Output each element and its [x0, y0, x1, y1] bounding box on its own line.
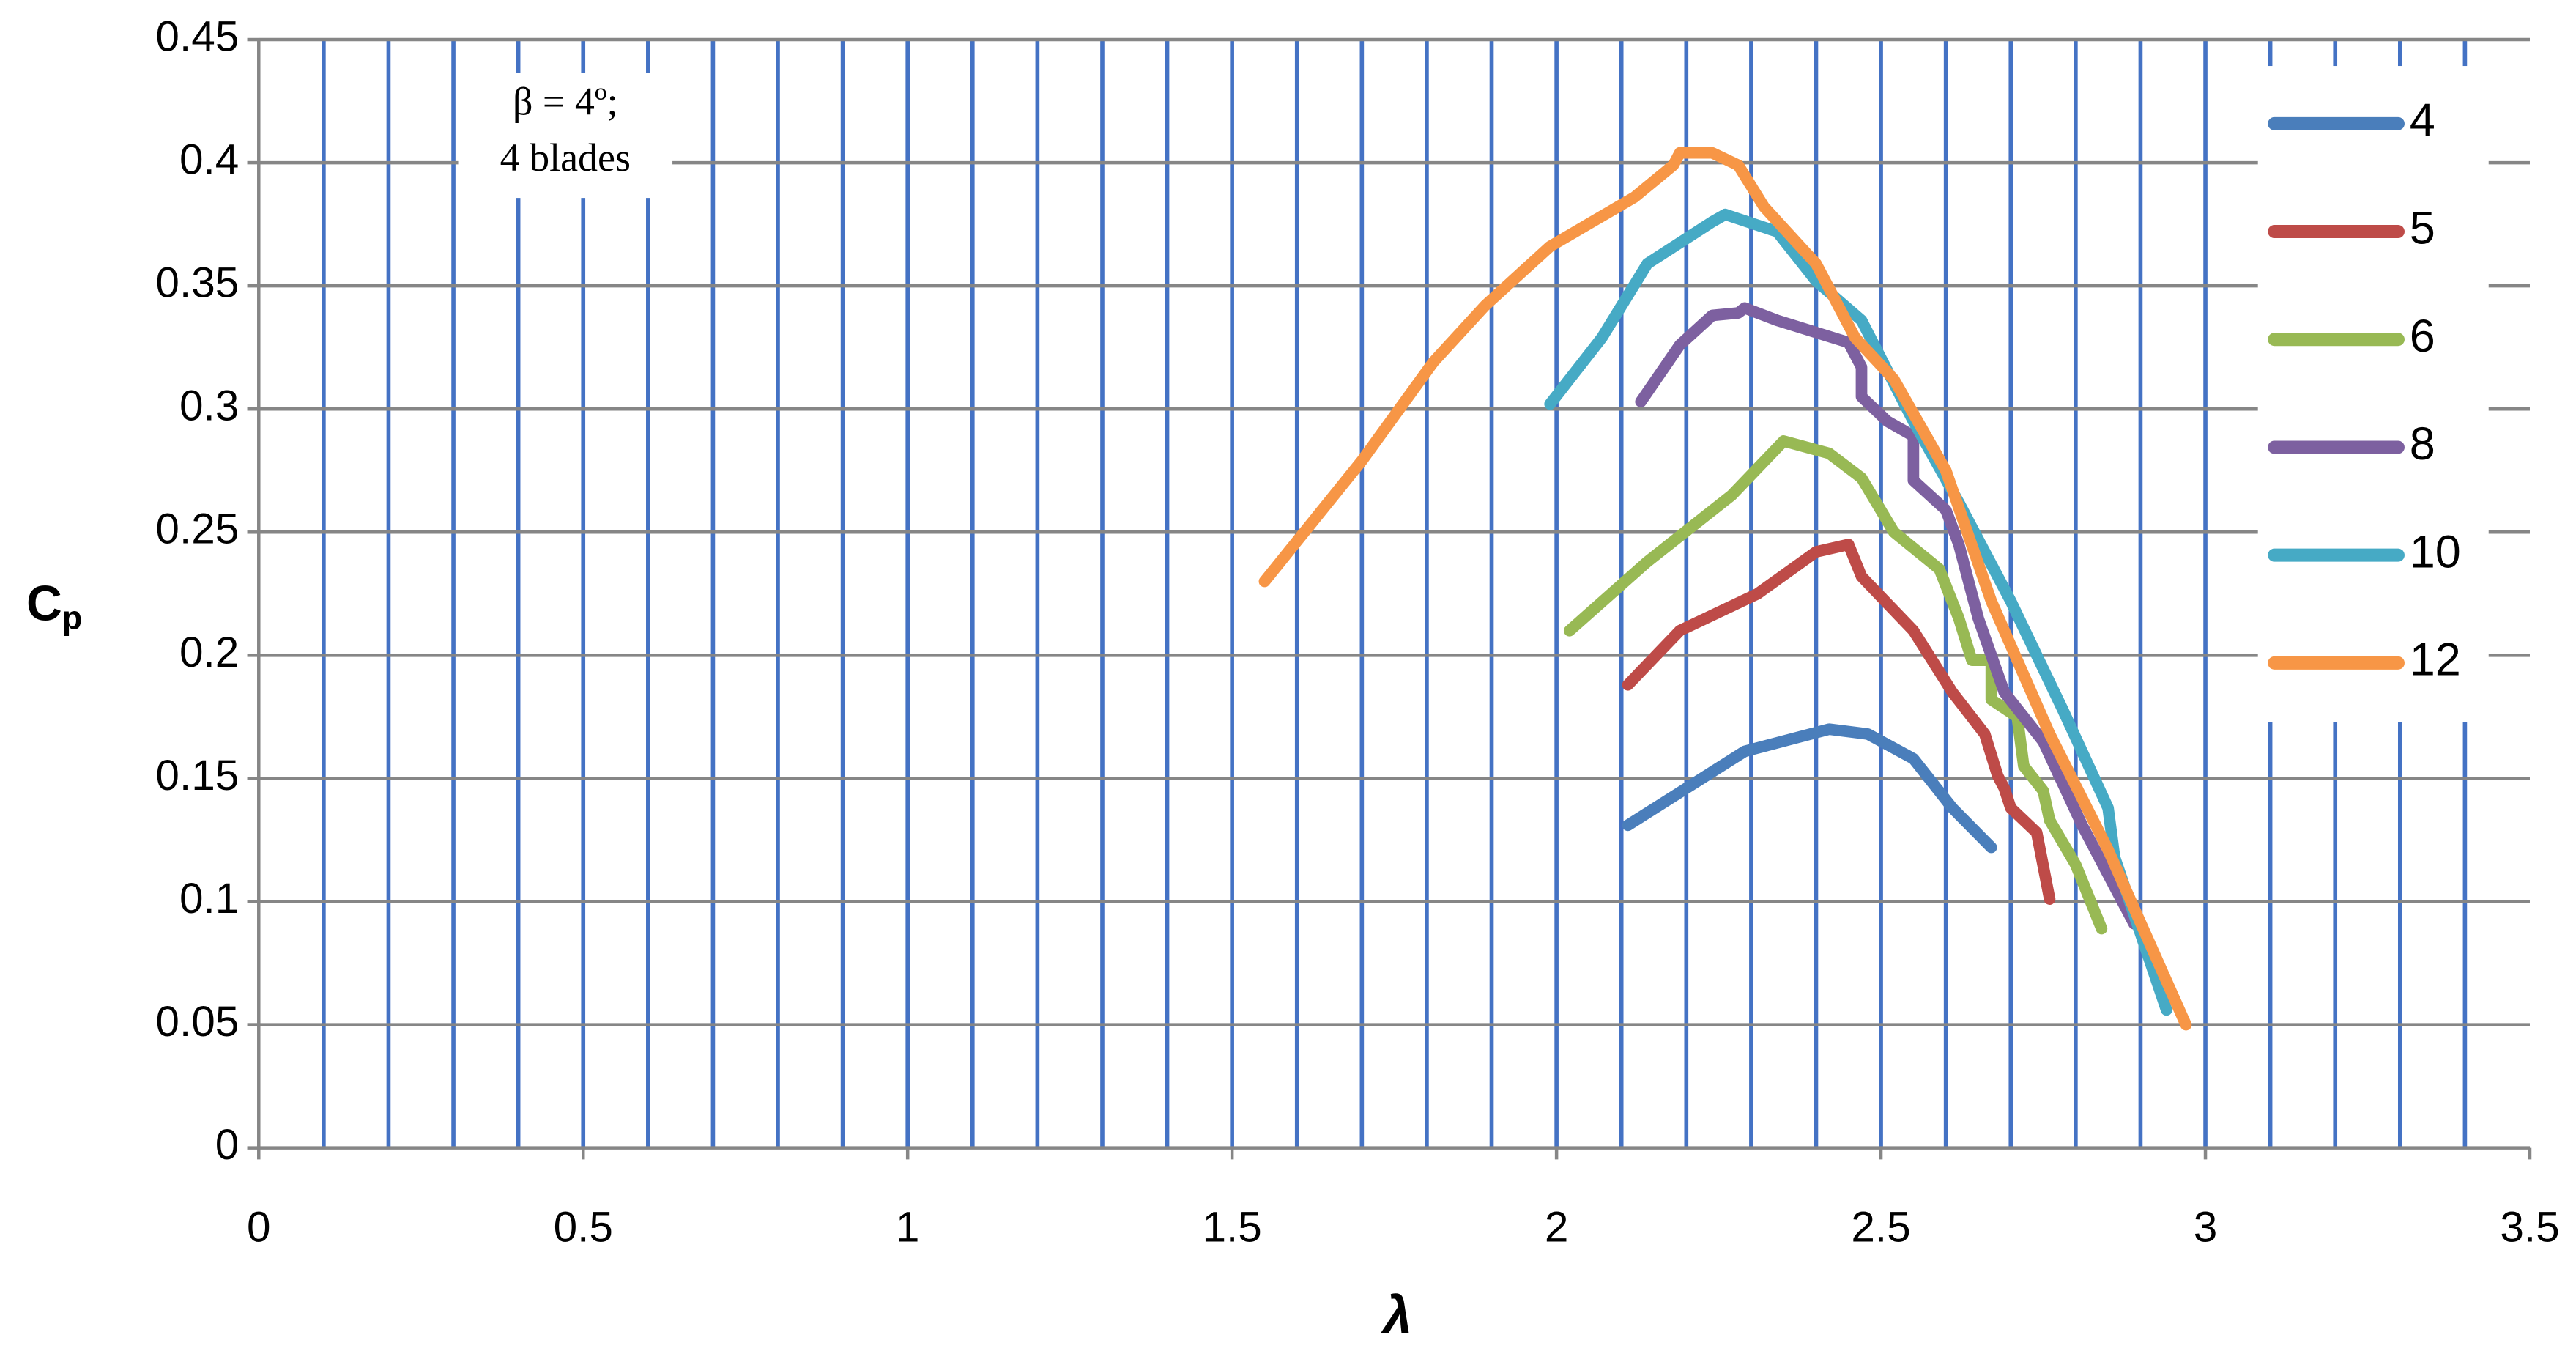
legend-label: 10 — [2410, 526, 2461, 577]
legend-label: 5 — [2410, 203, 2435, 254]
x-tick-label: 3 — [2194, 1204, 2218, 1251]
series-line — [1622, 539, 2056, 906]
annotation-box — [458, 73, 673, 199]
y-tick-label: 0.45 — [155, 12, 239, 60]
series-line — [1635, 302, 2140, 930]
legend-label: 6 — [2410, 311, 2435, 362]
legend-label: 12 — [2410, 635, 2461, 686]
y-axis-label-sub: p — [62, 599, 82, 636]
legend: 4 5 6 8 10 12 — [2268, 95, 2461, 686]
x-tick-label: 3.5 — [2500, 1204, 2559, 1251]
y-tick-label: 0.25 — [155, 506, 239, 553]
annotation: β = 4º; 4 blades — [458, 73, 673, 199]
x-axis-label: λ — [1380, 1287, 1412, 1345]
series-line — [1563, 435, 2108, 935]
x-tick-label: 2 — [1545, 1204, 1569, 1251]
x-tick-label: 0 — [247, 1204, 271, 1251]
x-tick-label: 1.5 — [1202, 1204, 1261, 1251]
x-tick-label: 2.5 — [1851, 1204, 1910, 1251]
legend-box — [2257, 66, 2489, 722]
plot-lines — [1258, 147, 2192, 1031]
y-tick-label: 0 — [215, 1121, 240, 1169]
y-tick-label: 0.1 — [179, 875, 239, 922]
y-tick-label: 0.15 — [155, 752, 239, 799]
y-tick-label: 0.35 — [155, 259, 239, 307]
series-line — [1622, 723, 1997, 854]
legend-label: 4 — [2410, 95, 2435, 146]
y-tick-label: 0.2 — [179, 629, 239, 676]
x-tick-label: 0.5 — [554, 1204, 613, 1251]
grid: 0 0.05 0.1 0.15 0.2 0.25 0.3 0.35 0.4 0.45 0 0.5 1 1.… — [155, 12, 2559, 1251]
series-line — [1258, 147, 2192, 1031]
series-line — [1544, 208, 2172, 1016]
annotation-line: 4 blades — [500, 136, 631, 180]
y-axis-label: Cp — [26, 576, 82, 636]
annotation-line: β = 4º; — [513, 79, 618, 123]
legend-label: 8 — [2410, 418, 2435, 470]
y-tick-label: 0.3 — [179, 382, 239, 430]
y-tick-label: 0.4 — [179, 136, 239, 184]
x-tick-label: 1 — [896, 1204, 920, 1251]
y-axis-label-main: C — [26, 576, 62, 631]
y-tick-label: 0.05 — [155, 998, 239, 1046]
